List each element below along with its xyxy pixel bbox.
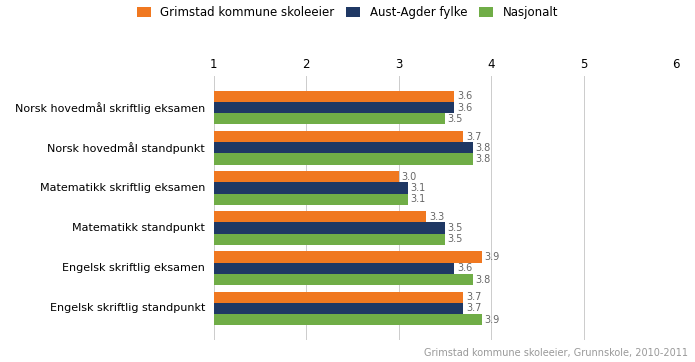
Text: 3.6: 3.6 [457, 263, 472, 273]
Bar [213, 291, 464, 303]
Bar [213, 142, 473, 153]
Text: 3.7: 3.7 [466, 131, 482, 142]
Text: 3.8: 3.8 [475, 143, 491, 153]
Text: 3.6: 3.6 [457, 91, 472, 101]
Legend: Grimstad kommune skoleeier, Aust-Agder fylke, Nasjonalt: Grimstad kommune skoleeier, Aust-Agder f… [137, 6, 558, 19]
Text: Grimstad kommune skoleeier, Grunnskole, 2010-2011: Grimstad kommune skoleeier, Grunnskole, … [424, 348, 688, 358]
Bar [213, 131, 464, 142]
Bar [213, 211, 427, 223]
Text: 3.7: 3.7 [466, 292, 482, 302]
Bar [213, 102, 454, 113]
Text: 3.9: 3.9 [484, 252, 500, 262]
Text: 3.1: 3.1 [411, 194, 426, 204]
Bar [213, 91, 454, 102]
Text: 3.6: 3.6 [457, 103, 472, 113]
Text: 3.5: 3.5 [448, 234, 463, 244]
Text: 3.7: 3.7 [466, 303, 482, 313]
Bar [213, 182, 408, 194]
Bar [213, 274, 473, 285]
Bar [213, 314, 482, 325]
Text: 3.8: 3.8 [475, 154, 491, 164]
Bar [213, 251, 482, 263]
Text: 3.3: 3.3 [430, 212, 444, 222]
Bar [213, 234, 445, 245]
Bar [213, 153, 473, 165]
Text: 3.0: 3.0 [402, 172, 417, 182]
Text: 3.1: 3.1 [411, 183, 426, 193]
Bar [213, 303, 464, 314]
Bar [213, 263, 454, 274]
Bar [213, 171, 399, 182]
Bar [213, 223, 445, 234]
Bar [213, 113, 445, 125]
Bar [213, 194, 408, 205]
Text: 3.8: 3.8 [475, 274, 491, 285]
Text: 3.9: 3.9 [484, 315, 500, 325]
Text: 3.5: 3.5 [448, 114, 463, 124]
Text: 3.5: 3.5 [448, 223, 463, 233]
